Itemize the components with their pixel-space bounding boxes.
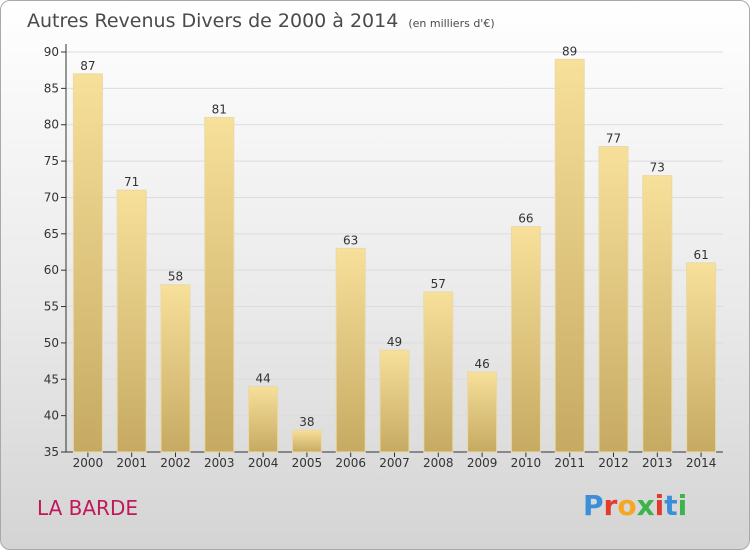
y-tick-label: 40	[44, 409, 59, 423]
x-tick-label-2000: 2000	[73, 456, 104, 470]
y-tick-label: 80	[44, 118, 59, 132]
logo-letter: t	[664, 489, 678, 522]
bar-2001	[116, 189, 147, 453]
x-tick-label-2013: 2013	[642, 456, 673, 470]
x-tick-label-2011: 2011	[554, 456, 585, 470]
data-label-2008: 57	[431, 277, 446, 291]
x-tick-label-2006: 2006	[335, 456, 366, 470]
bar-2004	[248, 386, 279, 453]
y-tick-label: 35	[44, 445, 59, 459]
bar-2006	[335, 247, 366, 453]
bar-2012	[598, 146, 629, 453]
data-label-2014: 61	[693, 248, 708, 262]
y-tick-label: 90	[44, 45, 59, 59]
bar-2008	[423, 291, 454, 453]
data-label-2011: 89	[562, 44, 577, 58]
y-tick-label: 65	[44, 227, 59, 241]
x-tick-label-2007: 2007	[379, 456, 410, 470]
y-tick-label: 45	[44, 372, 59, 386]
bar-2005	[291, 429, 322, 453]
proxiti-logo: Proxiti	[583, 489, 687, 522]
bar-2009	[467, 371, 498, 453]
y-tick-label: 75	[44, 154, 59, 168]
x-tick-label-2010: 2010	[511, 456, 542, 470]
bar-2002	[160, 284, 191, 453]
bar-2000	[72, 73, 103, 453]
data-label-2009: 46	[474, 357, 489, 371]
bars	[72, 58, 717, 453]
logo-letter: o	[617, 489, 637, 522]
bar-2007	[379, 349, 410, 453]
data-label-2001: 71	[124, 175, 139, 189]
data-label-2013: 73	[650, 161, 665, 175]
y-tick-label: 60	[44, 263, 59, 277]
x-tick-label-2009: 2009	[467, 456, 498, 470]
chart-title-text: Autres Revenus Divers de 2000 à 2014	[27, 10, 399, 32]
bar-2013	[642, 175, 673, 453]
data-label-2002: 58	[168, 270, 183, 284]
chart-title: Autres Revenus Divers de 2000 à 2014 (en…	[27, 10, 495, 32]
logo-letter: P	[583, 489, 604, 522]
bar-2003	[204, 116, 235, 453]
chart-unit-text: (en milliers d'€)	[408, 17, 495, 30]
logo-letter: i	[677, 489, 688, 522]
x-tick-label-2014: 2014	[686, 456, 717, 470]
data-label-2012: 77	[606, 132, 621, 146]
y-tick-label: 50	[44, 336, 59, 350]
data-label-2006: 63	[343, 233, 358, 247]
bar-2011	[554, 58, 585, 453]
y-tick-label: 85	[44, 81, 59, 95]
bar-2014	[686, 262, 717, 453]
data-label-2010: 66	[518, 212, 533, 226]
x-tick-label-2003: 2003	[204, 456, 235, 470]
x-tick-label-2012: 2012	[598, 456, 629, 470]
data-label-2007: 49	[387, 335, 402, 349]
x-tick-label-2008: 2008	[423, 456, 454, 470]
data-label-2005: 38	[299, 415, 314, 429]
commune-name: LA BARDE	[37, 496, 138, 520]
data-label-2004: 44	[255, 372, 270, 386]
logo-letter: x	[636, 489, 655, 522]
data-label-2003: 81	[212, 102, 227, 116]
data-label-2000: 87	[80, 59, 95, 73]
x-tick-label-2004: 2004	[248, 456, 279, 470]
y-tick-label: 55	[44, 300, 59, 314]
x-tick-label-2002: 2002	[160, 456, 191, 470]
y-tick-label: 70	[44, 190, 59, 204]
tick-labels: 35 40 45 50 55 60 65 70 75 80 85 90 2000 2001 2002 2003…	[44, 45, 717, 470]
bar-2010	[510, 226, 541, 453]
x-tick-label-2005: 2005	[292, 456, 323, 470]
x-tick-label-2001: 2001	[116, 456, 147, 470]
data-labels: 87 71 58 81 44 38 63 49 57 46 66 89 77 73 61	[80, 44, 708, 429]
logo-letter: r	[603, 489, 618, 522]
logo-letter: i	[654, 489, 665, 522]
